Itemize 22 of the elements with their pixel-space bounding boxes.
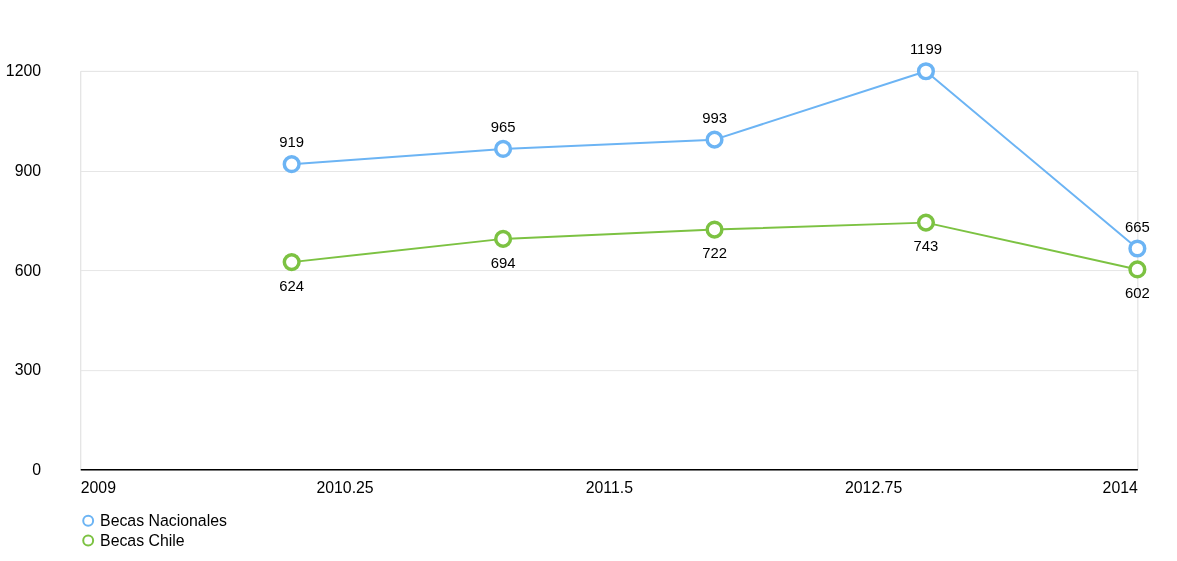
data-label: 993 — [702, 109, 727, 126]
data-label: 624 — [279, 277, 305, 294]
x-tick-label: 2009 — [80, 478, 117, 496]
y-tick-label: 1200 — [5, 62, 42, 80]
y-tick-label: 600 — [14, 261, 42, 279]
data-label: 722 — [702, 245, 727, 262]
x-tick-label: 2012.75 — [844, 478, 903, 496]
data-label: 1199 — [909, 41, 942, 58]
x-tick-label: 2014 — [1102, 478, 1139, 496]
y-tick-label: 900 — [14, 161, 42, 179]
data-label: 694 — [490, 254, 516, 271]
x-tick-label: 2010.25 — [316, 478, 374, 496]
data-label: 919 — [279, 134, 305, 151]
y-tick-label: 300 — [14, 361, 42, 379]
y-tick-label: 0 — [32, 460, 42, 478]
legend-label: Becas Nacionales — [100, 511, 227, 529]
data-label: 743 — [913, 238, 939, 255]
data-label: 665 — [1124, 218, 1150, 235]
data-label: 602 — [1124, 285, 1150, 302]
data-label: 965 — [490, 119, 516, 136]
legend-label: Becas Chile — [100, 531, 185, 549]
x-tick-label: 2011.5 — [585, 478, 634, 496]
